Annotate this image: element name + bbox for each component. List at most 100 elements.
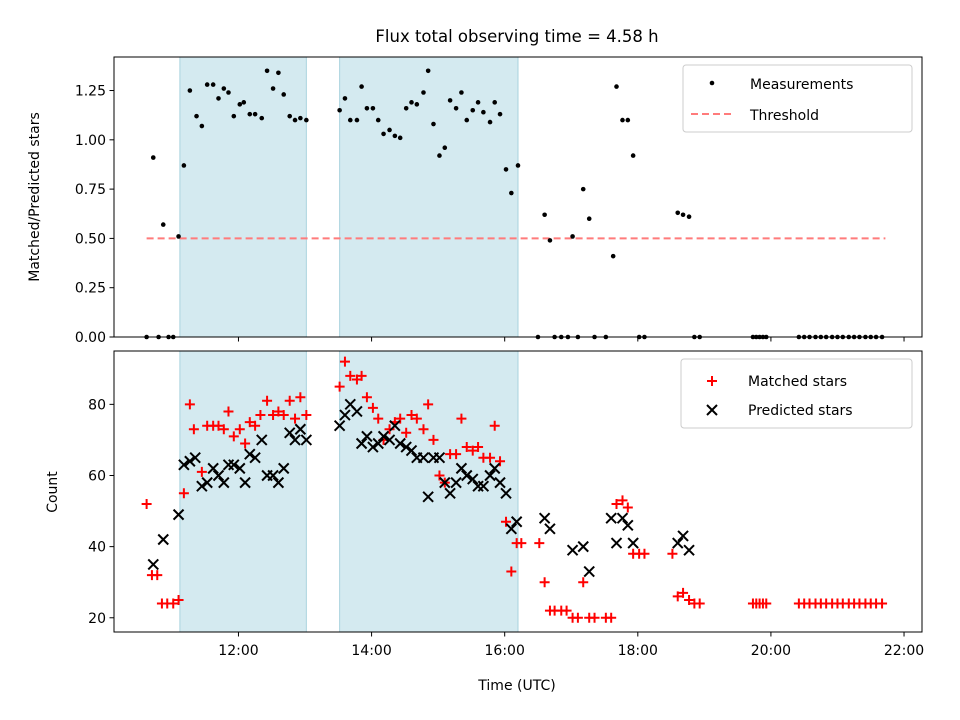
predicted-star-point	[439, 476, 451, 489]
y-axis-ticks: 20 40 60 80	[88, 397, 114, 627]
measurement-point	[515, 163, 521, 168]
predicted-star-point	[289, 434, 301, 446]
y-tick-label: 0.75	[75, 182, 106, 198]
predicted-star-point	[196, 480, 208, 492]
matched-star-point	[761, 598, 772, 609]
y-tick-label: 20	[88, 611, 106, 627]
matched-star-point	[489, 420, 500, 431]
predicted-star-point	[610, 537, 623, 549]
measurement-point	[431, 121, 436, 127]
matched-star-point	[473, 442, 484, 453]
matched-star-point	[173, 594, 184, 605]
matched-star-point	[196, 466, 207, 477]
measurement-point	[403, 105, 409, 111]
measurement-point	[421, 90, 426, 95]
measurement-point	[425, 68, 431, 74]
predicted-star-point	[189, 452, 201, 464]
measurement-point	[281, 92, 287, 97]
matched-star-point	[589, 612, 600, 623]
matched-star-point	[561, 605, 572, 616]
measurement-point	[586, 216, 592, 221]
figure-title: Flux total observing time = 4.58 h	[375, 27, 658, 46]
matched-star-point	[262, 395, 273, 406]
predicted-star-point	[477, 480, 490, 492]
matched-star-point	[434, 470, 445, 481]
matched-star-point	[301, 410, 312, 421]
matched-star-points	[141, 356, 888, 623]
measurement-point	[630, 153, 636, 158]
y-tick-label: 0.00	[75, 330, 106, 346]
axes-frame	[113, 56, 923, 338]
matched-star-point	[423, 399, 434, 410]
matched-star-point	[456, 413, 467, 424]
x-axis-ticks	[237, 337, 905, 342]
measurement-point	[503, 167, 509, 172]
predicted-star-point	[422, 491, 434, 503]
matched-star-point	[228, 431, 239, 442]
measurement-point	[464, 117, 470, 123]
predicted-star-point	[249, 452, 261, 464]
predicted-star-point	[400, 441, 412, 453]
y-tick-label: 40	[88, 540, 106, 556]
matched-star-point	[244, 417, 255, 428]
observing-window	[339, 56, 519, 338]
measurement-point	[337, 107, 342, 113]
predicted-star-point	[377, 430, 390, 443]
measurement-point	[199, 123, 205, 129]
predicted-star-point	[372, 437, 384, 450]
legend-box	[682, 64, 913, 133]
predicted-star-point	[389, 419, 401, 432]
measurement-point	[231, 113, 237, 119]
predicted-star-point	[433, 452, 446, 464]
predicted-star-point	[672, 537, 684, 549]
matched-star-point	[501, 516, 512, 527]
predicted-star-point	[228, 459, 240, 471]
measurement-point	[359, 84, 364, 89]
matched-star-point	[611, 498, 622, 509]
measurement-point	[259, 115, 265, 121]
matched-star-point	[411, 413, 422, 424]
measurement-point	[347, 117, 353, 123]
matched-star-point	[240, 438, 251, 449]
predicted-star-point	[244, 448, 256, 460]
matched-star-point	[572, 612, 583, 623]
x-tick-label: 18:00	[618, 643, 658, 659]
predicted-star-point	[239, 476, 251, 489]
matched-star-point	[213, 420, 224, 431]
measurement-point	[409, 100, 414, 105]
y-tick-label: 0.50	[75, 231, 106, 247]
predicted-star-point	[461, 469, 473, 482]
matched-star-point	[384, 424, 395, 435]
measurement-point	[364, 105, 370, 111]
predicted-star-point	[566, 544, 579, 556]
matched-star-point	[495, 456, 506, 467]
predicted-star-point	[417, 452, 430, 464]
predicted-star-point	[361, 430, 373, 443]
predicted-star-point	[467, 473, 479, 485]
measurement-point	[414, 102, 420, 107]
x-tick-label: 16:00	[485, 643, 525, 659]
y-axis-label: Matched/Predicted stars	[27, 112, 43, 282]
predicted-star-point	[157, 533, 169, 546]
legend-label-measurements: Measurements	[750, 77, 853, 93]
matched-star-point	[178, 488, 189, 499]
matched-star-point	[667, 548, 678, 559]
measurement-point	[381, 131, 386, 137]
predicted-star-point	[355, 437, 368, 450]
predicted-star-point	[444, 487, 456, 499]
measurement-point	[470, 107, 476, 113]
measurement-point	[264, 68, 270, 74]
shaded-regions	[179, 56, 519, 338]
measurement-point	[447, 98, 453, 103]
matched-star-point	[639, 548, 650, 559]
legend-marker-measurements	[709, 80, 715, 86]
matched-star-point	[694, 598, 705, 609]
measurement-point	[580, 186, 586, 192]
predicted-star-point	[278, 462, 290, 475]
matched-star-point	[273, 406, 284, 417]
y-tick-label: 80	[88, 397, 106, 413]
measurement-point	[221, 86, 227, 91]
matched-star-point	[356, 370, 367, 381]
legend-label-matched: Matched stars	[748, 374, 847, 390]
